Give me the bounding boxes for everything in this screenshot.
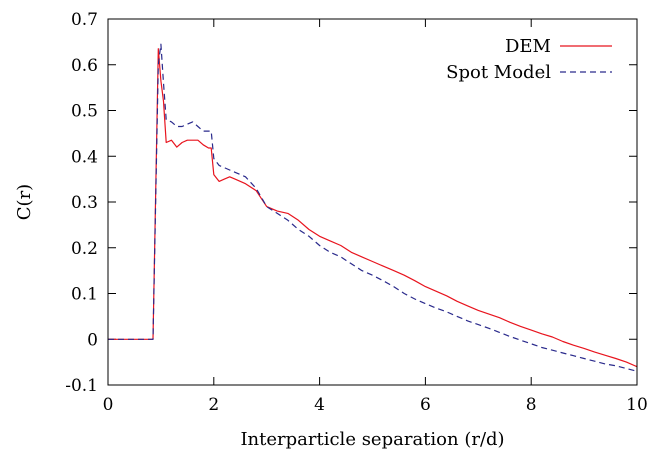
axis-ticks xyxy=(107,18,638,386)
y-tick-label: -0.1 xyxy=(65,376,98,396)
legend-label-1: Spot Model xyxy=(446,62,551,83)
series-layer xyxy=(108,43,638,372)
x-tick-label: 8 xyxy=(526,395,537,415)
plot-frame xyxy=(107,18,638,386)
y-tick-label: 0.5 xyxy=(71,102,98,122)
y-tick-label: 0 xyxy=(87,330,98,350)
x-tick-label: 0 xyxy=(103,395,114,415)
tick-labels: 0 2 4 6 8 10-0.100.10.20.30.40.50.60.7 xyxy=(65,10,648,415)
x-axis-label: Interparticle separation (r/d) xyxy=(240,429,504,450)
x-tick-label: 4 xyxy=(314,395,325,415)
legend-label-0: DEM xyxy=(505,36,551,57)
y-tick-label: 0.1 xyxy=(71,285,98,305)
x-tick-label: 10 xyxy=(626,395,648,415)
legend: DEM Spot Model xyxy=(446,36,612,83)
y-tick-label: 0.7 xyxy=(71,10,98,30)
y-axis-label: C(r) xyxy=(14,184,35,220)
x-tick-label: 6 xyxy=(420,395,431,415)
series-line-0 xyxy=(108,48,638,368)
y-tick-label: 0.2 xyxy=(71,239,98,259)
y-tick-label: 0.3 xyxy=(71,193,98,213)
series-line-1 xyxy=(108,43,638,372)
y-tick-label: 0.6 xyxy=(71,56,98,76)
x-tick-label: 2 xyxy=(208,395,219,415)
y-tick-label: 0.4 xyxy=(71,147,98,167)
